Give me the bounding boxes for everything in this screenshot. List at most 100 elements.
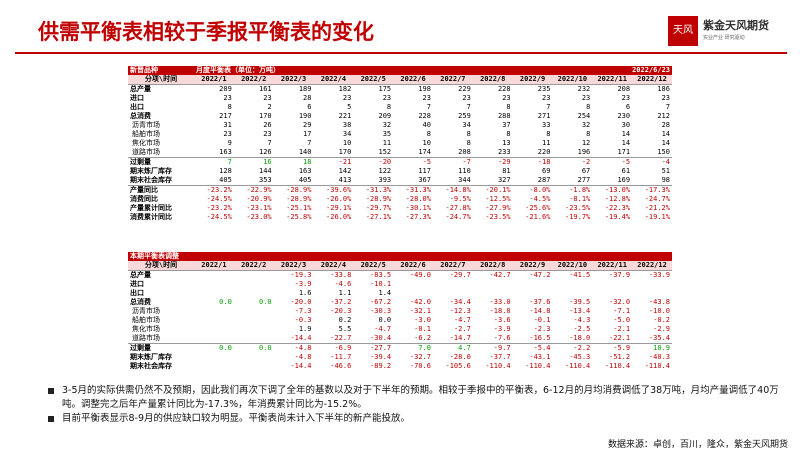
row-label: 产量同比 xyxy=(128,185,194,195)
cell: 35 xyxy=(382,130,392,138)
cell: 212 xyxy=(657,112,670,120)
cell: -32.1 xyxy=(409,307,431,315)
cell: 170 xyxy=(259,112,272,120)
cell: -34.4 xyxy=(449,298,471,306)
row: 焦化市场 9 7 7 10 11 10 8 13 11 12 14 14 xyxy=(128,139,672,148)
row-label: 总产量 xyxy=(130,85,151,93)
cell: 126 xyxy=(259,148,272,156)
column-label: 2022/12 xyxy=(632,261,672,271)
cell: 163 xyxy=(298,167,312,175)
cell: 186 xyxy=(657,85,670,93)
cell xyxy=(234,280,274,289)
cell: 140 xyxy=(298,148,312,156)
cell: -110.4 xyxy=(644,362,670,370)
cell: -24.5% xyxy=(206,213,232,221)
cell: 128 xyxy=(219,167,232,175)
cell xyxy=(473,280,513,289)
cell: 230 xyxy=(617,112,631,120)
cell: -105.6 xyxy=(445,362,471,370)
row: 总产量 -19.3 -33.8 -83.5 -49.0 -29.7 -42.7 -47.2 -4… xyxy=(128,271,672,281)
cell: -9.5% xyxy=(449,195,471,203)
cell xyxy=(632,289,672,298)
cell: -3.9 xyxy=(493,325,511,333)
cell: 7 xyxy=(194,157,234,167)
cell: -49.0 xyxy=(409,271,431,279)
cell: -20.1% xyxy=(472,185,513,195)
cell xyxy=(234,353,274,362)
cell: 67 xyxy=(581,167,591,175)
column-label: 2022/10 xyxy=(552,75,593,85)
cell: 23 xyxy=(661,94,670,102)
cell: 11 xyxy=(542,139,551,147)
blank xyxy=(353,66,553,75)
cell: -19.7% xyxy=(564,213,591,221)
column-label: 2022/4 xyxy=(313,261,354,271)
cell: 344 xyxy=(458,176,471,184)
cell: -47.2 xyxy=(529,271,551,279)
tag: 新晋品种 xyxy=(128,66,194,75)
cell: -4.5% xyxy=(529,195,551,203)
cell: 23 xyxy=(581,94,591,102)
cell xyxy=(632,280,672,289)
cell: 7 xyxy=(466,103,471,111)
row: 期末社会库存 -14.4 -46.6 -89.2 -70.6 -105.6 -110.4 -1… xyxy=(128,362,672,371)
cell: -14.8% xyxy=(432,185,473,195)
cell: 7 xyxy=(426,103,431,111)
row-label: 过剩量 xyxy=(128,157,194,167)
row-label: 总消费 xyxy=(130,298,151,306)
cell: 209 xyxy=(378,112,392,120)
cell: 208 xyxy=(458,148,471,156)
row-label: 焦化市场 xyxy=(132,325,160,333)
cell: -6.2 xyxy=(414,334,431,342)
cell: -42.7 xyxy=(489,271,511,279)
cell: 14 xyxy=(621,130,631,138)
column-label: 2022/9 xyxy=(512,261,553,271)
cell: -19.1% xyxy=(644,213,670,221)
row: 过剩量 0.0 0.0 -4.8 -6.9 -27.7 7.0 4.7 -9.7 -5.4 -2.2… xyxy=(128,343,672,353)
column-label: 2022/3 xyxy=(273,75,314,85)
source: 数据来源：卓创，百川，隆众，紫金天风期货 xyxy=(607,440,788,450)
cell xyxy=(234,271,274,281)
cell: 98 xyxy=(661,176,670,184)
column-label: 2022/6 xyxy=(393,75,433,85)
cell: 23 xyxy=(382,94,392,102)
cell: -39.6% xyxy=(313,185,354,195)
column-label: 2022/3 xyxy=(273,261,314,271)
balance-table: 新晋品种 月度平衡表（单位：万吨） 2022/6/23 分项\时间 2022/1 2022… xyxy=(128,66,672,222)
cell xyxy=(234,307,274,316)
cell: 8 xyxy=(506,103,511,111)
row: 期末炼厂库存 -4.8 -11.7 -39.4 -32.7 -28.0 -37.7 -43.1… xyxy=(128,353,672,362)
cell: 217 xyxy=(219,112,232,120)
cell: 31 xyxy=(223,121,232,129)
cell: -22.1 xyxy=(609,334,631,342)
cell xyxy=(234,325,274,334)
cell: 23 xyxy=(621,94,631,102)
cell: -14.8 xyxy=(529,307,551,315)
cell: -2.7 xyxy=(453,325,471,333)
cell xyxy=(194,307,234,316)
cell: -7 xyxy=(432,157,473,167)
cell: -6.9 xyxy=(313,343,354,353)
row: 总产量 209 161 189 182 175 198 229 228 235 232 208 186 xyxy=(128,85,672,95)
cell xyxy=(393,289,433,298)
cell: 1.9 xyxy=(298,325,312,333)
cell: -4 xyxy=(632,157,672,167)
cell: -70.6 xyxy=(409,362,431,370)
row-label: 总消费 xyxy=(130,112,151,120)
column-label: 2022/5 xyxy=(353,261,394,271)
cell: 51 xyxy=(661,167,670,175)
cell: -5.0 xyxy=(613,316,631,324)
row: 总消费 0.0 0.0 -20.0 -37.2 -67.2 -42.0 -34.4 -33.0 -… xyxy=(128,298,672,307)
cell: -37.9 xyxy=(609,271,631,279)
cell: 229 xyxy=(458,85,471,93)
row: 产量累计同比 -23.2% -23.1% -25.1% -29.1% -29.7% -30.… xyxy=(128,204,672,213)
cell: 32 xyxy=(581,121,591,129)
cell: -19.4% xyxy=(604,213,631,221)
cell: 38 xyxy=(342,121,352,129)
cell: 8 xyxy=(466,130,471,138)
cell xyxy=(234,289,274,298)
cell: 8 xyxy=(506,130,511,138)
cell: -13.4 xyxy=(569,307,591,315)
column-header: 分项\时间 2022/1 2022/2 2022/3 2022/4 2022/5 2022/… xyxy=(128,261,672,271)
